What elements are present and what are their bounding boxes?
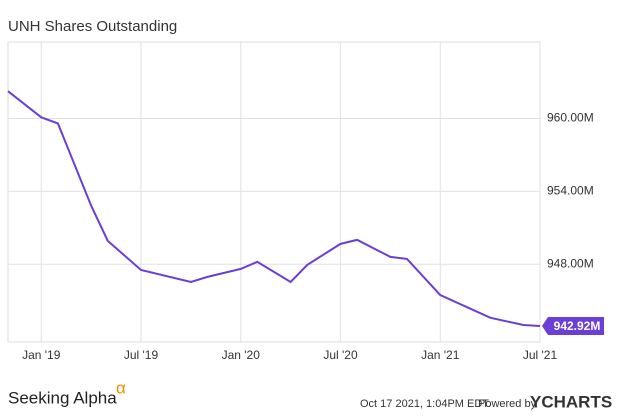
line [7, 90, 541, 327]
powered-by: Powered by [478, 398, 537, 410]
chart-title: UNH Shares Outstanding [8, 18, 177, 35]
value-label: 942.92M [554, 319, 601, 333]
x-tick-label: Jan '19 [22, 348, 61, 362]
x-tick-label: Jul '21 [523, 348, 558, 362]
y-tick-label: 960.00M [547, 111, 594, 125]
brand-symbol: α [116, 378, 126, 397]
plot-frame [7, 41, 541, 343]
value-label-box [542, 316, 604, 335]
brand: Seeking Alpha [8, 388, 117, 407]
y-tick-label: 948.00M [547, 256, 594, 270]
x-tick-label: Jan '21 [421, 348, 460, 362]
y-tick-label: 954.00M [547, 184, 594, 198]
x-tick-label: Jan '20 [222, 348, 261, 362]
provider: YCHARTS [530, 392, 612, 411]
timestamp: Oct 17 2021, 1:04PM EDT. [360, 398, 491, 410]
x-tick-label: Jul '20 [323, 348, 358, 362]
x-tick-label: Jul '19 [124, 348, 159, 362]
